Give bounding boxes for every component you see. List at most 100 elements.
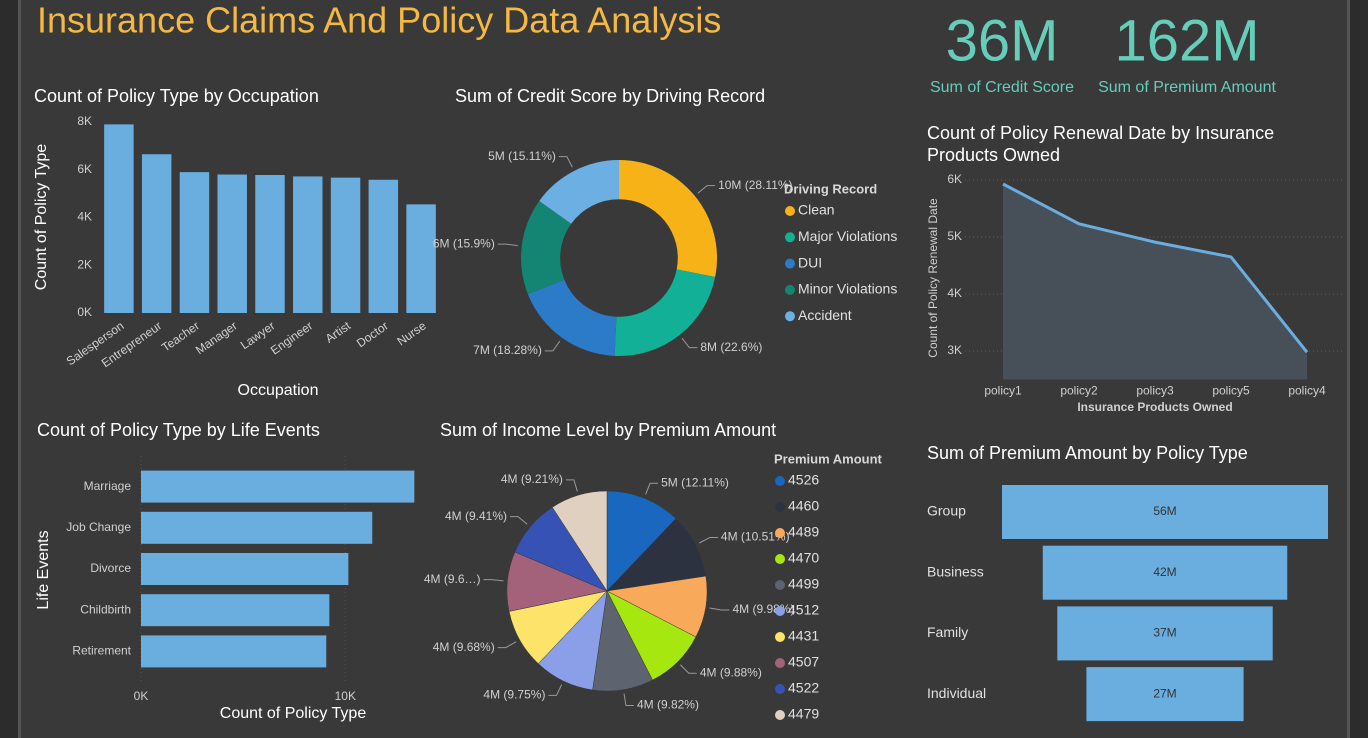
bar (141, 511, 373, 544)
legend-marker (785, 232, 795, 243)
chart-title: Count of Policy Type by Occupation (34, 86, 319, 106)
y-tick-label: 6K (947, 172, 962, 186)
bar (141, 470, 415, 503)
leader-line (565, 479, 578, 492)
legend-marker (785, 284, 795, 295)
x-tick-label: Engineer (268, 319, 315, 358)
bar (104, 124, 134, 313)
dashboard-title: Insurance Claims And Policy Data Analysi… (37, 0, 721, 41)
legend-marker (775, 528, 785, 538)
x-tick-label: Manager (193, 319, 240, 358)
legend-marker (775, 658, 785, 668)
leader-line (623, 693, 634, 706)
leader-line (699, 536, 718, 544)
legend-label: 4479 (788, 706, 819, 722)
x-axis-label: Insurance Products Owned (1077, 400, 1232, 414)
leader-line (645, 482, 659, 495)
legend-label: DUI (798, 254, 822, 270)
legend-marker (785, 311, 795, 322)
legend-marker (785, 258, 795, 269)
bar (255, 175, 285, 313)
line (1002, 182, 1309, 354)
y-tick-label: Job Change (66, 520, 131, 534)
bar (293, 176, 323, 313)
frame-line (18, 0, 21, 738)
data-label: 4M (9.21%) (501, 472, 563, 486)
bar (368, 179, 399, 313)
y-axis-label: Count of Policy Renewal Date (926, 198, 940, 358)
category-label: Family (927, 624, 968, 640)
x-tick-label: Nurse (394, 318, 429, 348)
data-label: 10M (28.11%) (718, 178, 792, 192)
data-label: 8M (22.6%) (700, 340, 762, 354)
legend-title: Premium Amount (774, 451, 883, 466)
leader-line (544, 340, 561, 352)
legend-label: 4431 (788, 628, 819, 644)
y-tick-label: 0K (77, 305, 92, 319)
leader-line (510, 516, 528, 525)
y-tick-label: 5K (947, 229, 962, 243)
legend-label: Major Violations (798, 228, 897, 244)
legend-marker (775, 684, 785, 694)
y-tick-label: Divorce (90, 561, 131, 575)
leader-line (497, 641, 517, 649)
legend-marker (775, 632, 785, 642)
x-tick-label: Artist (323, 318, 354, 346)
data-label: 4M (10.51%) (721, 530, 790, 544)
data-label: 4M (9.75%) (483, 688, 545, 702)
category-label: Group (927, 503, 966, 519)
y-tick-label: 6K (77, 162, 92, 176)
kpi-value: 162M (1114, 8, 1259, 73)
data-label: 4M (9.88%) (700, 665, 762, 679)
slice (551, 490, 608, 592)
legend-label: Minor Violations (798, 281, 897, 297)
kpi-value: 36M (946, 8, 1059, 73)
data-label: 4M (9.82%) (637, 698, 699, 712)
y-tick-label: 4K (947, 286, 962, 300)
area (1003, 183, 1307, 380)
x-tick-label: policy5 (1212, 384, 1250, 398)
y-axis-label: Count of Policy Type (33, 144, 50, 291)
bar (330, 177, 361, 313)
legend-marker (775, 554, 785, 564)
legend-marker (775, 580, 785, 590)
bar (406, 204, 436, 313)
data-label: 27M (1153, 686, 1176, 700)
legend-marker (775, 502, 785, 512)
data-label: 4M (9.98%) (732, 602, 794, 616)
funnel-bar (1057, 606, 1273, 661)
slice (521, 200, 572, 295)
x-tick-label: Doctor (354, 319, 391, 351)
data-label: 4M (9.41%) (445, 509, 507, 523)
y-tick-label: Retirement (72, 644, 131, 658)
data-label: 6M (15.9%) (433, 236, 495, 250)
data-label: 5M (12.11%) (661, 475, 729, 489)
slice (614, 269, 716, 356)
funnel-bar (1002, 485, 1328, 539)
bar (141, 594, 330, 627)
legend-label: 4489 (788, 524, 819, 540)
legend-label: Accident (798, 307, 852, 323)
data-label: 37M (1153, 626, 1176, 640)
legend-marker (785, 206, 795, 216)
leader-line (679, 664, 697, 674)
chart-title: Sum of Credit Score by Driving Record (455, 86, 765, 106)
leader-line (558, 156, 573, 168)
funnel-bar (1086, 667, 1244, 722)
bar (141, 553, 349, 585)
slice (619, 160, 717, 278)
legend-label: 4499 (788, 576, 819, 592)
leader-line (709, 607, 730, 611)
legend-label: 4470 (788, 550, 819, 566)
y-axis-label: Life Events (35, 530, 52, 609)
frame-left (0, 0, 18, 738)
x-axis-label: Count of Policy Type (220, 705, 367, 722)
category-label: Individual (927, 685, 986, 701)
frame-line (1347, 0, 1350, 738)
x-tick-label: 0K (134, 689, 149, 703)
x-tick-label: policy1 (984, 384, 1022, 398)
data-label: 4M (9.68%) (433, 640, 495, 654)
legend-marker (775, 476, 785, 486)
x-tick-label: policy2 (1060, 384, 1098, 398)
